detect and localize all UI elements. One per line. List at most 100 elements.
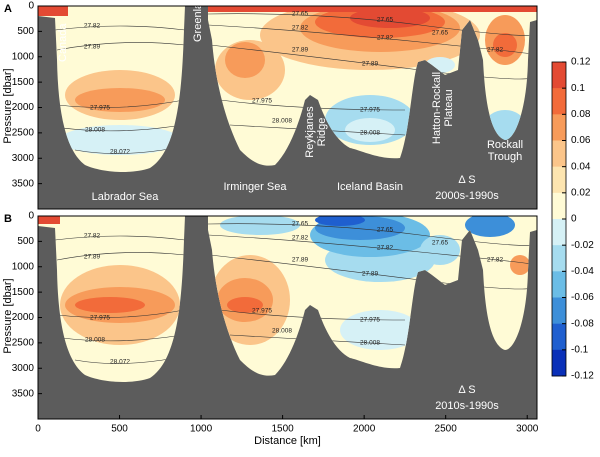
colorbar-bin xyxy=(552,114,566,141)
contour-label: 27.975 xyxy=(90,105,110,112)
contour-label: 28.008 xyxy=(85,127,105,134)
contour-label: 27.82 xyxy=(84,233,101,240)
contour-label: 27.89 xyxy=(84,44,101,51)
y-tick-label: 2500 xyxy=(12,128,35,139)
contour-label: 28.008 xyxy=(85,337,105,344)
colorbar-bin xyxy=(552,245,566,272)
y-tick-label: 1500 xyxy=(12,77,35,88)
contour-label: 28.008 xyxy=(272,118,292,125)
y-tick-label: 0 xyxy=(28,211,34,222)
y-tick-label: 0 xyxy=(28,1,34,12)
contour-label: 27.82 xyxy=(84,23,101,30)
panel-label: A xyxy=(4,3,12,15)
contour-label: 27.65 xyxy=(377,227,394,234)
y-axis-label: Pressure [dbar] xyxy=(2,68,14,143)
y-tick-label: 3000 xyxy=(12,363,35,374)
y-axis-label: Pressure [dbar] xyxy=(2,278,14,353)
colorbar-bin xyxy=(552,62,566,89)
colorbar-tick-label: -0.04 xyxy=(571,266,594,277)
colorbar-bin xyxy=(552,271,566,298)
panel-label: B xyxy=(4,213,12,225)
annotation: Plateau xyxy=(443,89,455,126)
x-tick-label: 1500 xyxy=(271,424,294,435)
contour-label: 27.65 xyxy=(432,240,449,247)
colorbar-tick-label: 0 xyxy=(571,214,577,225)
colorbar-bin xyxy=(552,166,566,194)
y-tick-label: 3500 xyxy=(12,178,35,189)
colorbar-tick-label: 0.02 xyxy=(571,187,591,198)
annotation: Rockall xyxy=(487,139,523,151)
contour-label: 27.65 xyxy=(377,17,394,24)
colorbar-bin xyxy=(552,219,566,246)
x-tick-label: 1000 xyxy=(190,424,213,435)
annotation: 2010s-1990s xyxy=(435,400,499,412)
contour-label: 27.975 xyxy=(360,107,380,114)
colorbar-bin xyxy=(552,140,566,167)
annotation: 2000s-1990s xyxy=(435,190,499,202)
contour-label: 27.82 xyxy=(292,25,309,32)
contour-label: 27.89 xyxy=(292,257,309,264)
contour-label: 27.65 xyxy=(292,221,309,228)
contour-label: 27.89 xyxy=(362,61,379,68)
y-tick-label: 3500 xyxy=(12,388,35,399)
contour-label: 27.82 xyxy=(377,35,394,42)
annotation: Iceland Basin xyxy=(337,181,403,193)
colorbar-bin xyxy=(552,323,566,351)
contour-label: 28.008 xyxy=(272,328,292,335)
y-tick-label: 2000 xyxy=(12,102,35,113)
colorbar-tick-label: -0.1 xyxy=(571,344,589,355)
y-tick-label: 3000 xyxy=(12,153,35,164)
contour-label: 27.975 xyxy=(252,308,272,315)
x-tick-label: 2000 xyxy=(353,424,376,435)
colorbar-bin xyxy=(552,297,566,324)
x-tick-label: 500 xyxy=(111,424,128,435)
colorbar-tick-label: -0.06 xyxy=(571,292,594,303)
annotation: Ridge xyxy=(316,118,328,147)
y-tick-label: 1000 xyxy=(12,51,35,62)
annotation: Trough xyxy=(488,151,522,163)
contour-label: 27.82 xyxy=(487,257,504,264)
annotation: Reykjanes xyxy=(304,106,316,158)
y-tick-label: 2500 xyxy=(12,338,35,349)
contour-label: 28.072 xyxy=(110,359,130,366)
annotation: Canada xyxy=(57,23,69,62)
annotation: Irminger Sea xyxy=(224,181,288,193)
x-tick-label: 2500 xyxy=(435,424,458,435)
colorbar-tick-label: 0.08 xyxy=(571,109,591,120)
contour-label: 27.82 xyxy=(292,235,309,242)
colorbar-tick-label: -0.12 xyxy=(571,371,594,382)
contour-label: 27.975 xyxy=(360,317,380,324)
colorbar-bin xyxy=(552,192,566,220)
colorbar-tick-label: -0.02 xyxy=(571,240,594,251)
contour-label: 28.072 xyxy=(110,149,130,156)
y-tick-label: 1000 xyxy=(12,261,35,272)
colorbar-bin xyxy=(552,88,566,115)
annotation: Δ S xyxy=(458,384,475,396)
contour-label: 27.82 xyxy=(377,245,394,252)
y-tick-label: 1500 xyxy=(12,287,35,298)
annotation: Greenland xyxy=(192,0,204,42)
contour-label: 27.89 xyxy=(292,47,309,54)
contour-label: 27.89 xyxy=(84,254,101,261)
colorbar-tick-label: 0.12 xyxy=(571,57,591,68)
contour-label: 27.975 xyxy=(252,98,272,105)
contour-label: 27.65 xyxy=(432,30,449,37)
annotation: Δ S xyxy=(458,174,475,186)
contour-label: 27.89 xyxy=(362,271,379,278)
contour-label: 27.975 xyxy=(90,315,110,322)
contour-label: 27.65 xyxy=(292,11,309,18)
x-tick-label: 0 xyxy=(35,424,41,435)
contour-label: 27.82 xyxy=(487,47,504,54)
colorbar-bin xyxy=(552,349,566,377)
x-axis-label: Distance [km] xyxy=(254,435,321,447)
annotation: Hatton-Rockall xyxy=(431,72,443,144)
annotation: Labrador Sea xyxy=(92,191,160,203)
y-tick-label: 500 xyxy=(17,26,34,37)
colorbar-tick-label: 0.06 xyxy=(571,135,591,146)
contour-label: 28.008 xyxy=(360,340,380,347)
y-tick-label: 2000 xyxy=(12,312,35,323)
x-tick-label: 3000 xyxy=(516,424,539,435)
colorbar-tick-label: -0.08 xyxy=(571,318,594,329)
colorbar-tick-label: 0.1 xyxy=(571,83,585,94)
